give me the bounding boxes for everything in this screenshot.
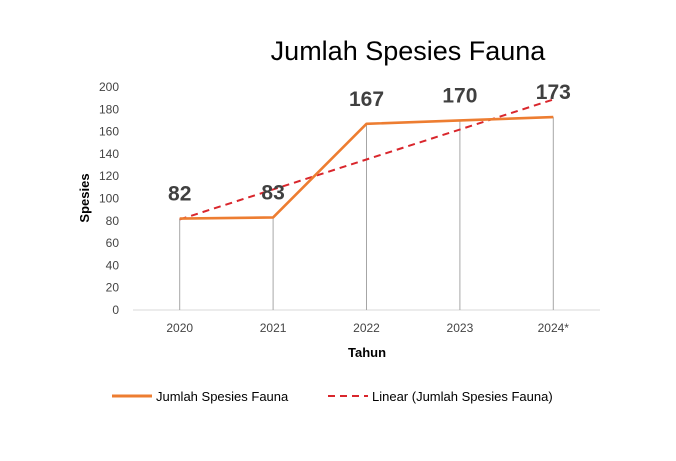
data-label: 82 (168, 183, 191, 206)
x-tick-label: 2020 (166, 321, 193, 335)
series-line-jumlah-spesies-fauna (179, 115, 554, 220)
y-tick-label: 140 (99, 147, 119, 161)
y-tick-label: 180 (99, 102, 119, 116)
x-tick-label: 2022 (353, 321, 380, 335)
data-label: 167 (349, 88, 384, 111)
y-tick-label: 60 (106, 236, 120, 250)
data-labels: 82 83 167 170 173 (168, 81, 571, 205)
y-tick-label: 120 (99, 169, 119, 183)
data-label: 173 (536, 81, 571, 104)
drop-lines (179, 117, 554, 310)
legend-label-trendline: Linear (Jumlah Spesies Fauna) (372, 389, 553, 404)
y-tick-label: 0 (112, 303, 119, 317)
x-axis-label: Tahun (348, 345, 386, 360)
legend: Jumlah Spesies Fauna Linear (Jumlah Spes… (112, 389, 553, 404)
data-label: 170 (442, 84, 477, 107)
x-tick-label: 2024* (538, 321, 570, 335)
legend-label-series: Jumlah Spesies Fauna (156, 389, 289, 404)
y-tick-label: 160 (99, 125, 119, 139)
x-tick-label: 2023 (447, 321, 474, 335)
y-tick-label: 40 (106, 258, 120, 272)
y-tick-label: 80 (106, 214, 120, 228)
y-tick-label: 200 (99, 80, 119, 94)
y-axis-label: Spesies (77, 173, 92, 222)
data-label: 83 (261, 181, 284, 204)
y-tick-label: 20 (106, 281, 120, 295)
x-axis-ticks: 2020 2021 2022 2023 2024* (166, 321, 569, 335)
chart-title: Jumlah Spesies Fauna (271, 36, 547, 66)
x-tick-label: 2021 (260, 321, 287, 335)
y-axis-ticks: 0 20 40 60 80 100 120 140 160 180 200 (99, 80, 119, 317)
y-tick-label: 100 (99, 192, 119, 206)
